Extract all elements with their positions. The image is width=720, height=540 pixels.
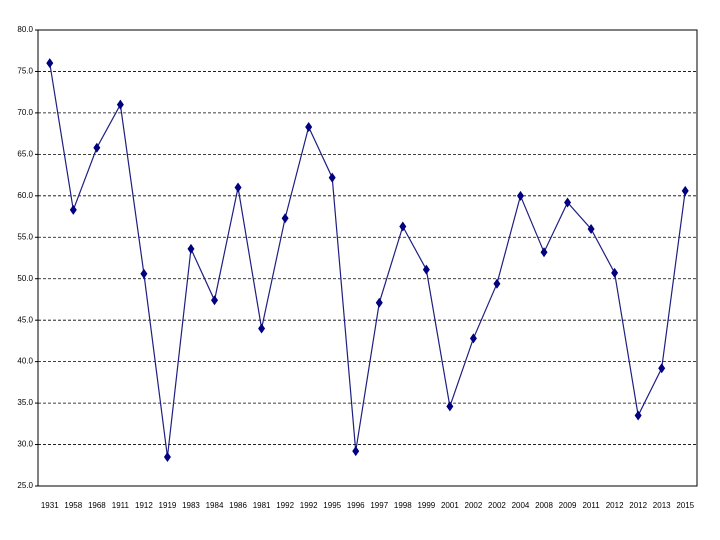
x-tick-label: 1911 (112, 501, 130, 510)
x-tick-label: 1992 (276, 501, 294, 510)
y-tick-label: 75.0 (17, 67, 33, 76)
x-tick-label: 2012 (606, 501, 624, 510)
data-point (281, 213, 289, 224)
data-point (493, 278, 501, 289)
data-point (211, 295, 219, 306)
x-tick-label: 1981 (253, 501, 271, 510)
x-tick-label: 1996 (347, 501, 365, 510)
data-point (352, 446, 360, 457)
data-point (375, 297, 383, 308)
y-tick-label: 55.0 (17, 232, 33, 241)
y-tick-label: 35.0 (17, 398, 33, 407)
x-tick-label: 1983 (182, 501, 200, 510)
x-tick-label: 2009 (559, 501, 577, 510)
data-point (116, 99, 124, 110)
y-tick-label: 40.0 (17, 357, 33, 366)
data-point (69, 204, 77, 215)
x-tick-label: 1984 (206, 501, 224, 510)
data-point (469, 333, 477, 344)
x-tick-label: 1997 (370, 501, 388, 510)
x-tick-label: 2012 (629, 501, 647, 510)
x-tick-label: 1931 (41, 501, 59, 510)
x-tick-label: 2004 (512, 501, 530, 510)
x-tick-label: 1986 (229, 501, 247, 510)
x-tick-label: 1958 (64, 501, 82, 510)
x-tick-label: 1992 (300, 501, 318, 510)
y-tick-label: 80.0 (17, 25, 33, 34)
y-tick-label: 30.0 (17, 440, 33, 449)
x-tick-label: 2002 (488, 501, 506, 510)
y-tick-label: 50.0 (17, 274, 33, 283)
data-point (305, 122, 313, 133)
data-point (422, 264, 430, 275)
data-point (540, 247, 548, 258)
y-tick-label: 70.0 (17, 108, 33, 117)
data-point (681, 185, 689, 196)
x-tick-label: 1912 (135, 501, 153, 510)
data-point (234, 182, 242, 193)
y-tick-label: 60.0 (17, 191, 33, 200)
data-point (564, 197, 572, 208)
data-point (658, 363, 666, 374)
y-tick-label: 25.0 (17, 481, 33, 490)
data-point (446, 401, 454, 412)
x-tick-label: 1999 (417, 501, 435, 510)
x-tick-label: 2013 (653, 501, 671, 510)
data-point (93, 142, 101, 153)
series-line (49, 63, 686, 458)
x-tick-label: 2002 (465, 501, 483, 510)
data-point (634, 410, 642, 421)
x-tick-label: 2008 (535, 501, 553, 510)
data-point (258, 323, 266, 334)
x-tick-label: 1998 (394, 501, 412, 510)
data-point (587, 223, 595, 234)
x-tick-label: 2011 (582, 501, 600, 510)
data-point (46, 58, 54, 69)
data-point (516, 190, 524, 201)
data-point (399, 221, 407, 232)
data-point (187, 243, 195, 254)
data-point (328, 172, 336, 183)
x-tick-label: 1919 (159, 501, 177, 510)
data-point (163, 451, 171, 462)
x-tick-label: 2015 (676, 501, 694, 510)
data-point (611, 267, 619, 278)
x-tick-label: 1968 (88, 501, 106, 510)
x-tick-label: 1995 (323, 501, 341, 510)
data-point (140, 268, 148, 279)
y-tick-label: 45.0 (17, 315, 33, 324)
x-tick-label: 2001 (441, 501, 459, 510)
plot-frame (37, 29, 698, 487)
y-tick-label: 65.0 (17, 149, 33, 158)
